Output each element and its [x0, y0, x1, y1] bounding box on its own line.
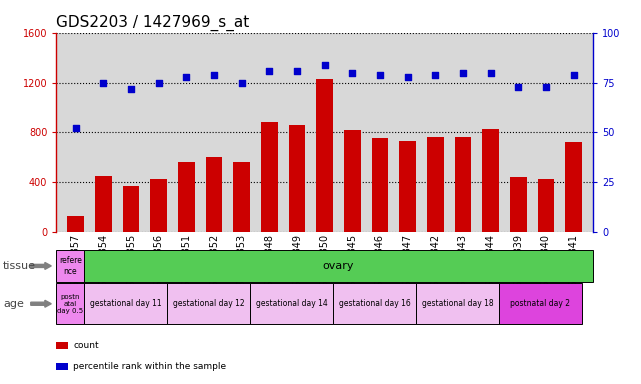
Text: age: age: [3, 299, 24, 309]
Text: gestational day 18: gestational day 18: [422, 299, 493, 308]
Point: [320, 61, 330, 68]
Point: [71, 126, 81, 132]
Point: [347, 70, 358, 76]
Point: [485, 70, 495, 76]
Bar: [206, 157, 222, 232]
Point: [513, 83, 524, 89]
Bar: [123, 186, 139, 232]
Point: [403, 73, 413, 79]
Text: postn
atal
day 0.5: postn atal day 0.5: [57, 294, 83, 314]
Bar: [372, 138, 388, 232]
Point: [98, 79, 108, 86]
Point: [126, 86, 136, 92]
Text: ovary: ovary: [323, 261, 354, 271]
Point: [458, 70, 468, 76]
Point: [209, 71, 219, 78]
Point: [292, 68, 302, 74]
Bar: [482, 129, 499, 232]
Point: [430, 71, 440, 78]
Bar: [67, 216, 84, 232]
Text: percentile rank within the sample: percentile rank within the sample: [73, 362, 226, 371]
Point: [154, 79, 164, 86]
Point: [264, 68, 274, 74]
Text: GDS2203 / 1427969_s_at: GDS2203 / 1427969_s_at: [56, 15, 249, 31]
Text: tissue: tissue: [3, 261, 36, 271]
Bar: [95, 176, 112, 232]
Text: gestational day 12: gestational day 12: [172, 299, 244, 308]
Bar: [261, 122, 278, 232]
Bar: [151, 179, 167, 232]
Point: [237, 79, 247, 86]
Bar: [233, 162, 250, 232]
Bar: [427, 137, 444, 232]
Bar: [344, 130, 361, 232]
Bar: [178, 162, 195, 232]
Bar: [510, 177, 526, 232]
Point: [569, 71, 579, 78]
Point: [375, 71, 385, 78]
Bar: [317, 79, 333, 232]
Bar: [565, 142, 582, 232]
Point: [541, 83, 551, 89]
Text: gestational day 14: gestational day 14: [256, 299, 328, 308]
Point: [181, 73, 192, 79]
Bar: [399, 141, 416, 232]
Bar: [538, 179, 554, 232]
Bar: [454, 137, 471, 232]
Text: postnatal day 2: postnatal day 2: [510, 299, 570, 308]
Bar: [288, 125, 305, 232]
Text: refere
nce: refere nce: [59, 256, 81, 276]
Text: gestational day 11: gestational day 11: [90, 299, 162, 308]
Text: gestational day 16: gestational day 16: [338, 299, 410, 308]
Text: count: count: [73, 341, 99, 350]
